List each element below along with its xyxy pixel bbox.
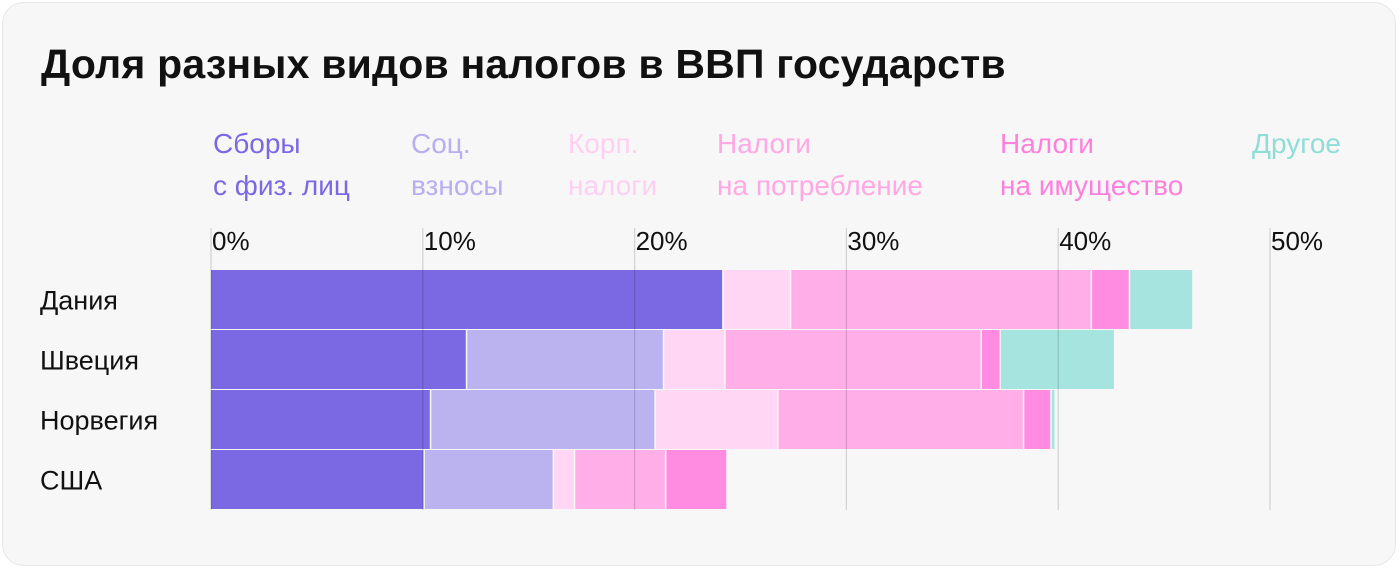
x-tick-label: 20% [636, 226, 688, 256]
legend-item-property-tax: Налоги на имущество [1000, 123, 1183, 207]
gridlines [210, 228, 1271, 510]
chart-title: Доля разных видов налогов в ВВП государс… [41, 41, 1006, 87]
bar-segment [467, 330, 663, 389]
bar-segment [791, 270, 1091, 329]
bar-segment [1130, 270, 1193, 329]
bar-segment [778, 390, 1023, 449]
legend-label-line: Сборы [213, 128, 301, 159]
bar-segment [575, 450, 665, 509]
bar-segment [431, 390, 655, 449]
legend-item-consumption-tax: Налоги на потребление [717, 123, 923, 207]
bar-segment [211, 450, 424, 509]
bar-segment [211, 270, 723, 329]
bar-segment [211, 390, 430, 449]
bar-segment [424, 450, 553, 509]
bar-segment [655, 390, 778, 449]
legend-item-corporate-tax: Корп. налоги [568, 123, 657, 207]
legend-label-line: Налоги [1000, 128, 1094, 159]
bar-segment [1051, 390, 1055, 449]
legend-item-social-contributions: Соц. взносы [411, 123, 504, 207]
legend-label-line: на имущество [1000, 170, 1184, 201]
bar-segment [723, 270, 790, 329]
bar-segment [1001, 330, 1114, 389]
bar-segment [554, 450, 574, 509]
legend-label-line: Другое [1252, 128, 1341, 159]
legend-item-other: Другое [1252, 123, 1341, 165]
category-label: Швеция [40, 346, 139, 376]
bar-segment [666, 450, 727, 509]
bars [211, 270, 1193, 509]
bar-segment [1092, 270, 1129, 329]
legend-label-line: Корп. [568, 128, 639, 159]
legend-label-line: Соц. [411, 128, 471, 159]
x-tick-label: 50% [1271, 226, 1323, 256]
bar-segment [1024, 390, 1051, 449]
legend-item-individual-income-tax: Сборы с физ. лиц [213, 123, 350, 207]
bar-segment [664, 330, 725, 389]
category-label: США [40, 466, 102, 496]
x-tick-label: 40% [1059, 226, 1111, 256]
bar-segment [982, 330, 1000, 389]
bar-segment [211, 330, 466, 389]
category-label: Дания [40, 286, 118, 316]
legend-label-line: взносы [411, 170, 504, 201]
x-tick-label: 30% [847, 226, 899, 256]
legend-label-line: с физ. лиц [213, 170, 350, 201]
bar-segment [725, 330, 981, 389]
legend-label-line: Налоги [717, 128, 811, 159]
x-tick-label: 0% [212, 226, 250, 256]
legend-label-line: налоги [568, 170, 658, 201]
category-label: Норвегия [40, 406, 158, 436]
x-tick-label: 10% [424, 226, 476, 256]
legend-label-line: на потребление [717, 170, 923, 201]
